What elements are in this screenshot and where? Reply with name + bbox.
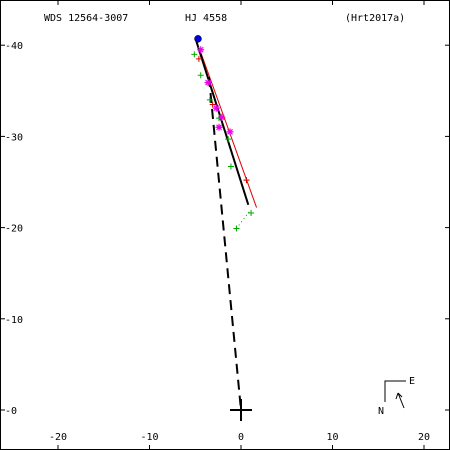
orbit-line-red	[199, 49, 258, 208]
green-measure-point	[197, 72, 204, 79]
latest-position-marker	[194, 35, 202, 43]
orbit-line-black	[195, 40, 250, 206]
x-tick-label: -20	[49, 432, 67, 443]
y-tick-label: -20	[5, 224, 23, 235]
tick-labels: -20 -10 0 10 20 -0 -10 -20 -30 -40	[5, 41, 430, 443]
magenta-measure-point	[226, 128, 234, 136]
green-measure-point	[233, 225, 240, 232]
magenta-measure-point	[218, 113, 226, 121]
east-label: E	[409, 376, 415, 387]
orientation-indicator: E N	[378, 376, 415, 417]
y-tick-label: -0	[5, 406, 17, 417]
green-measure-point	[227, 163, 234, 170]
magenta-measure-point	[197, 46, 205, 54]
primary-star-marker	[230, 399, 252, 421]
magenta-measure-point	[204, 79, 212, 87]
y-tick-label: -30	[5, 132, 23, 143]
orientation-axes	[384, 380, 406, 402]
y-tick-label: -10	[5, 315, 23, 326]
red-measure-point	[195, 55, 202, 62]
motion-direction-arrow-icon	[395, 392, 405, 409]
x-tick-label: 10	[326, 432, 338, 443]
green-measure-point	[191, 51, 198, 58]
orbit-lines	[195, 40, 258, 411]
green-measure-point	[206, 96, 213, 103]
north-label: N	[378, 406, 384, 417]
wds-identifier: WDS 12564-3007	[44, 13, 128, 24]
red-measure-point	[209, 101, 216, 108]
magenta-measure-point	[215, 123, 223, 131]
red-measure-point	[243, 177, 250, 184]
green-measure-point	[225, 136, 232, 143]
magenta-measure-point	[212, 104, 220, 112]
discoverer-code: HJ 4558	[185, 13, 227, 24]
measure-points	[191, 35, 255, 421]
x-tick-label: -10	[140, 432, 158, 443]
y-tick-label: -40	[5, 41, 23, 52]
x-tick-label: 0	[238, 432, 244, 443]
dashed-line-to-primary	[207, 77, 242, 411]
green-measure-point	[248, 210, 255, 217]
reference-code: (Hrt2017a)	[345, 13, 405, 24]
x-tick-label: 20	[418, 432, 430, 443]
